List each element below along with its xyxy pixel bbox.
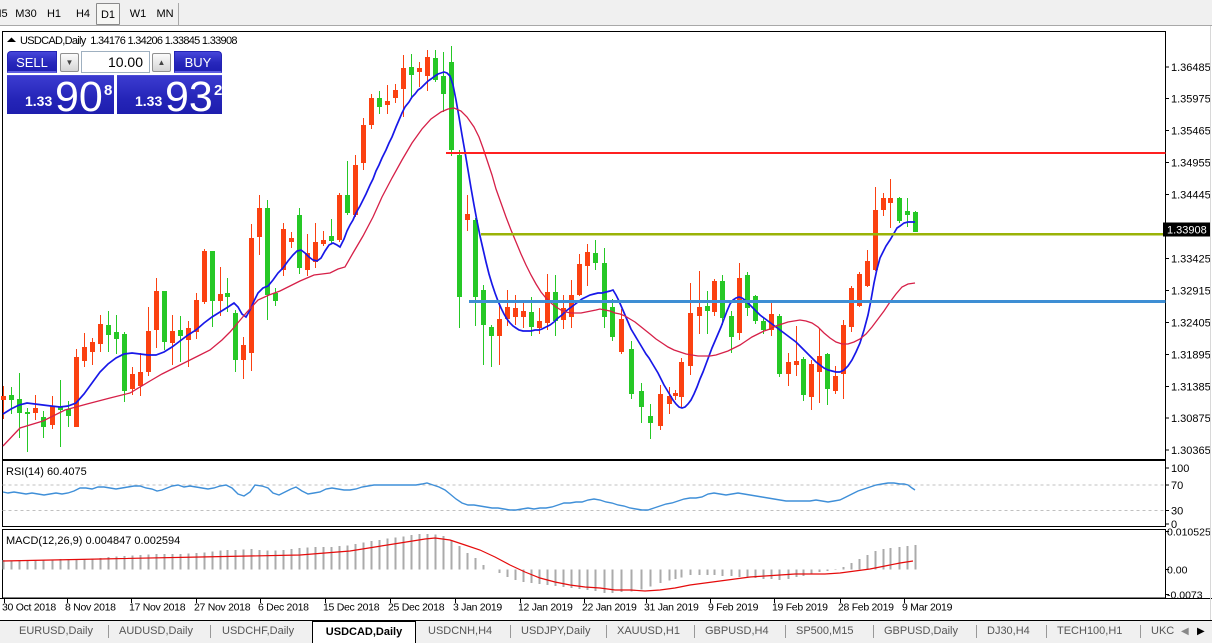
svg-text:1.35465: 1.35465 <box>1171 126 1211 138</box>
svg-text:30: 30 <box>1171 505 1183 517</box>
svg-text:1.35975: 1.35975 <box>1171 94 1211 106</box>
svg-text:1.33908: 1.33908 <box>1167 225 1207 237</box>
svg-text:1.31895: 1.31895 <box>1171 349 1211 361</box>
svg-text:19 Feb 2019: 19 Feb 2019 <box>772 602 828 614</box>
svg-text:28 Feb 2019: 28 Feb 2019 <box>838 602 894 614</box>
svg-text:1.32915: 1.32915 <box>1171 286 1211 298</box>
svg-text:15 Dec 2018: 15 Dec 2018 <box>323 602 380 614</box>
svg-text:100: 100 <box>1171 463 1189 475</box>
svg-text:0.010525: 0.010525 <box>1167 527 1211 539</box>
svg-text:-0.0073: -0.0073 <box>1167 590 1203 602</box>
svg-text:9 Feb 2019: 9 Feb 2019 <box>708 602 759 614</box>
svg-text:1.34445: 1.34445 <box>1171 189 1211 201</box>
svg-text:30 Oct 2018: 30 Oct 2018 <box>2 602 56 614</box>
svg-text:3 Jan 2019: 3 Jan 2019 <box>453 602 502 614</box>
svg-text:9 Mar 2019: 9 Mar 2019 <box>902 602 953 614</box>
svg-text:17 Nov 2018: 17 Nov 2018 <box>129 602 186 614</box>
svg-text:22 Jan 2019: 22 Jan 2019 <box>582 602 637 614</box>
svg-text:6 Dec 2018: 6 Dec 2018 <box>258 602 309 614</box>
svg-text:RSI(14) 60.4075: RSI(14) 60.4075 <box>6 466 87 478</box>
svg-text:1.36485: 1.36485 <box>1171 62 1211 74</box>
svg-text:1.30365: 1.30365 <box>1171 445 1211 457</box>
svg-text:1.34955: 1.34955 <box>1171 158 1211 170</box>
svg-text:27 Nov 2018: 27 Nov 2018 <box>194 602 251 614</box>
svg-text:1.32405: 1.32405 <box>1171 318 1211 330</box>
svg-text:0: 0 <box>1171 519 1177 531</box>
svg-text:MACD(12,26,9) 0.004847 0.00259: MACD(12,26,9) 0.004847 0.002594 <box>6 535 180 547</box>
svg-text:12 Jan 2019: 12 Jan 2019 <box>518 602 573 614</box>
svg-text:0.00: 0.00 <box>1167 565 1188 577</box>
svg-text:8 Nov 2018: 8 Nov 2018 <box>65 602 116 614</box>
svg-text:70: 70 <box>1171 480 1183 492</box>
svg-text:1.30875: 1.30875 <box>1171 413 1211 425</box>
svg-text:USDCAD,Daily 1.34176 1.34206: USDCAD,Daily 1.34176 1.34206 1.33845 1.3… <box>20 35 237 47</box>
svg-text:1.31385: 1.31385 <box>1171 381 1211 393</box>
svg-text:31 Jan 2019: 31 Jan 2019 <box>644 602 699 614</box>
svg-text:1.33425: 1.33425 <box>1171 254 1211 266</box>
svg-text:25 Dec 2018: 25 Dec 2018 <box>388 602 445 614</box>
